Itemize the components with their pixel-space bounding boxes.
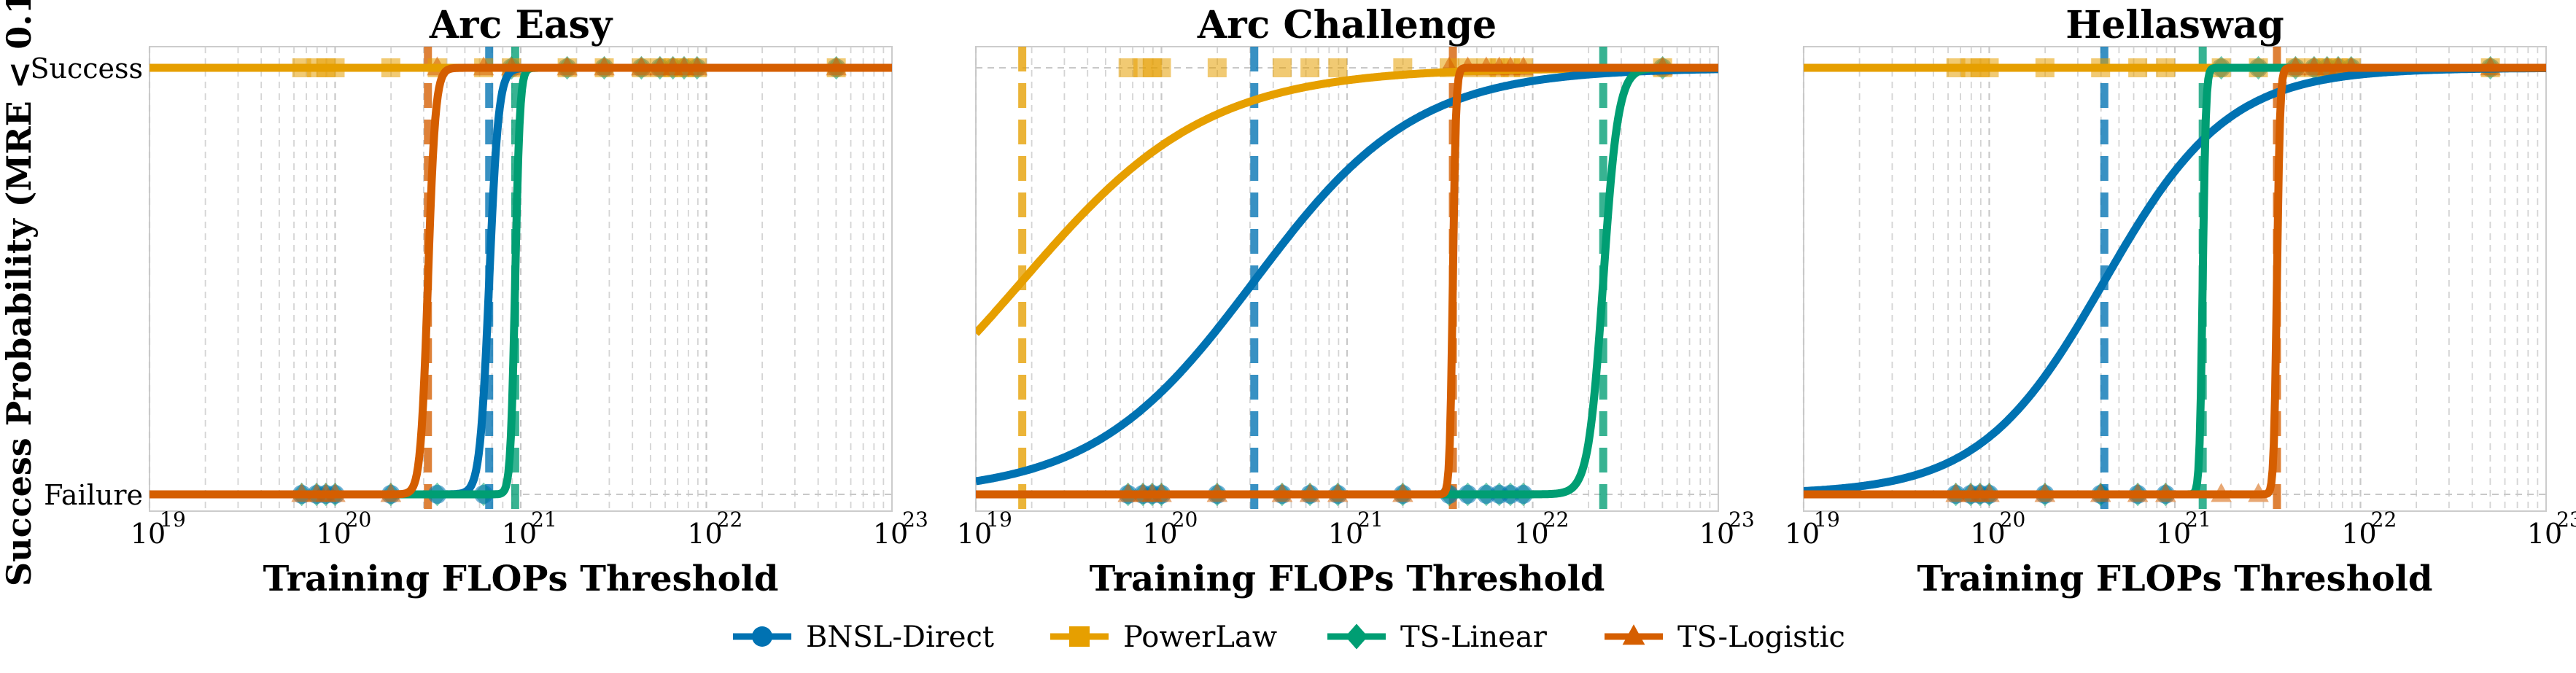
x-tick-exponent: 22: [2371, 507, 2397, 532]
panel-title: Hellaswag: [2065, 3, 2284, 47]
x-axis-label: Training FLOPs Threshold: [263, 559, 779, 599]
x-tick-label: 10: [1785, 518, 1820, 550]
x-tick-label: 10: [687, 518, 722, 550]
y-tick-label-failure: Failure: [44, 479, 143, 511]
legend-marker: [1069, 626, 1090, 647]
grid: [1802, 47, 2546, 511]
curve-ts-logistic: [1804, 63, 2546, 499]
x-tick-exponent: 20: [2000, 507, 2026, 532]
curve-bnsl-direct: [976, 65, 1718, 486]
legend-item-ts-logistic: TS-Logistic: [1605, 621, 1845, 654]
x-tick-exponent: 21: [2185, 507, 2211, 532]
legend-item-powerlaw: PowerLaw: [1050, 621, 1277, 654]
x-tick-label: 10: [131, 518, 166, 550]
legend-marker: [1345, 623, 1368, 650]
legend-item-ts-linear: TS-Linear: [1327, 621, 1548, 654]
x-tick-exponent: 21: [531, 507, 557, 532]
plot-area: [150, 47, 892, 511]
curve-ts-logistic: [976, 63, 1718, 499]
plot-area: [976, 47, 1718, 511]
x-tick-exponent: 23: [902, 507, 928, 532]
curve-ts-logistic: [150, 63, 892, 499]
legend-label: TS-Logistic: [1677, 621, 1845, 654]
legend-item-bnsl-direct: BNSL-Direct: [733, 621, 994, 654]
x-tick-label: 10: [316, 518, 351, 550]
legend: BNSL-Direct PowerLaw TS-Linear TS-Logistic: [733, 621, 1845, 654]
x-tick-exponent: 19: [986, 507, 1012, 532]
x-tick-exponent: 19: [160, 507, 186, 532]
x-tick-exponent: 23: [2556, 507, 2576, 532]
x-tick-label: 10: [2527, 518, 2562, 550]
x-tick-label: 10: [1328, 518, 1363, 550]
x-tick-label: 10: [1142, 518, 1177, 550]
x-tick-exponent: 22: [717, 507, 743, 532]
x-tick-exponent: 21: [1357, 507, 1384, 532]
x-tick-label: 10: [873, 518, 908, 550]
x-tick-label: 10: [1970, 518, 2005, 550]
x-tick-exponent: 20: [346, 507, 372, 532]
x-tick-exponent: 20: [1172, 507, 1198, 532]
legend-label: TS-Linear: [1400, 621, 1548, 654]
marker-powerlaw: [1328, 58, 1348, 77]
x-axis-label: Training FLOPs Threshold: [1090, 559, 1605, 599]
x-tick-exponent: 22: [1543, 507, 1570, 532]
y-tick-label-success: Success: [30, 52, 143, 85]
legend-label: BNSL-Direct: [806, 621, 994, 654]
panel-title: Arc Challenge: [1197, 3, 1497, 47]
x-tick-exponent: 19: [1814, 507, 1840, 532]
x-tick-label: 10: [1513, 518, 1548, 550]
marker-powerlaw: [1152, 58, 1171, 77]
plot-area: [1804, 47, 2546, 511]
x-tick-label: 10: [1699, 518, 1734, 550]
legend-marker: [752, 626, 772, 647]
panel-title: Arc Easy: [429, 3, 613, 47]
x-tick-label: 10: [957, 518, 992, 550]
grid: [974, 47, 1718, 511]
x-tick-label: 10: [502, 518, 537, 550]
marker-powerlaw: [1272, 58, 1292, 77]
legend-label: PowerLaw: [1123, 621, 1277, 654]
x-tick-exponent: 23: [1729, 507, 1755, 532]
plot-frame: [1803, 46, 2547, 512]
y-axis-label: Success Probability (MRE < 0.1): [0, 0, 39, 586]
marker-powerlaw: [1207, 58, 1227, 77]
marker-powerlaw: [1300, 58, 1320, 77]
x-axis-label: Training FLOPs Threshold: [1917, 559, 2433, 599]
legend-marker: [1622, 624, 1645, 645]
x-tick-label: 10: [2156, 518, 2191, 550]
x-tick-label: 10: [2341, 518, 2376, 550]
